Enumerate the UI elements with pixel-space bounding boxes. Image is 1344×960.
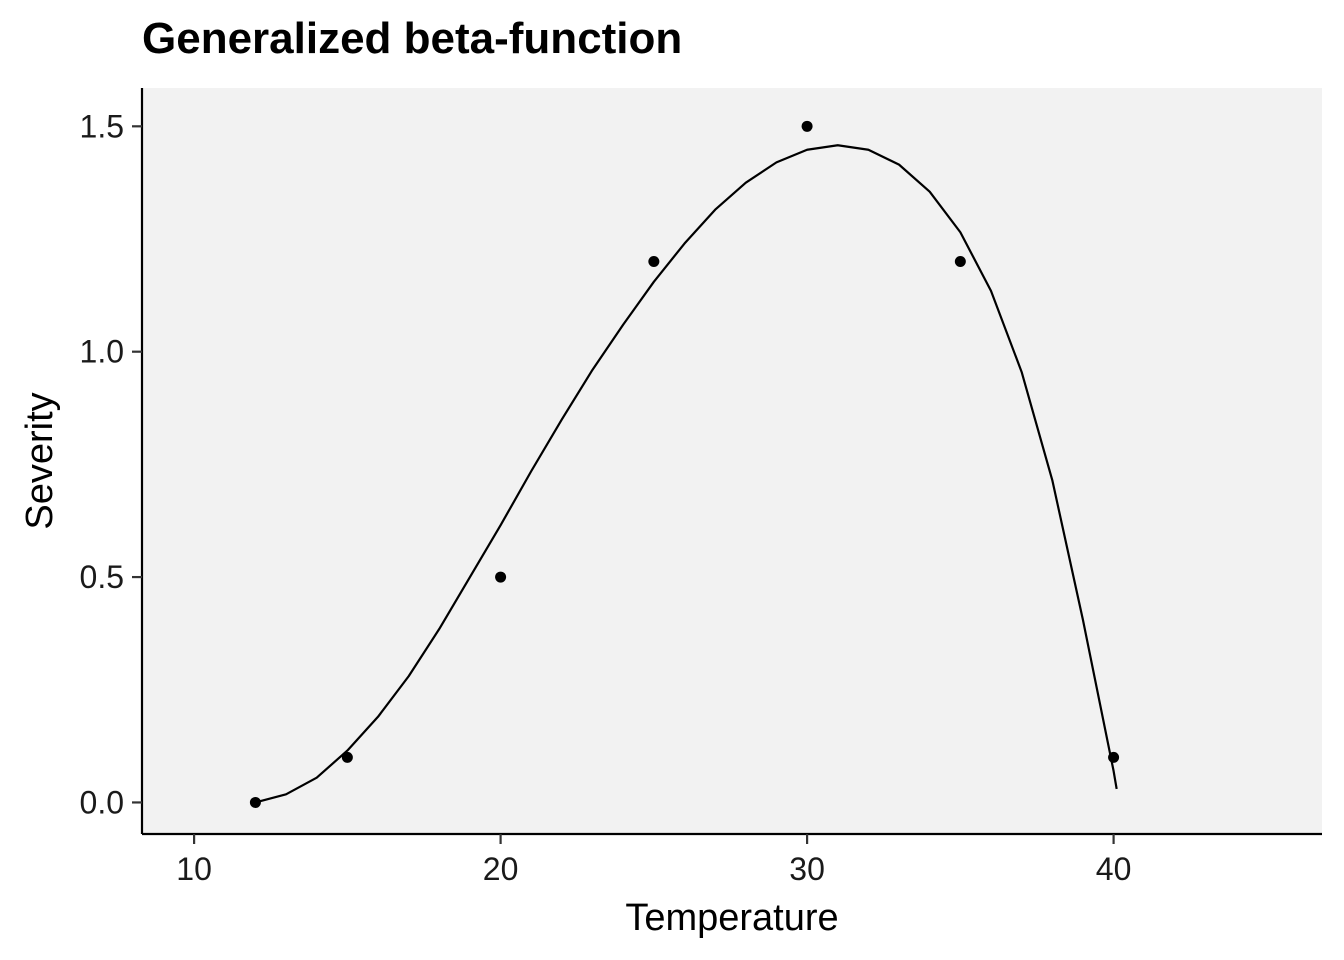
data-point-2 (495, 571, 507, 583)
data-point-6 (1108, 751, 1120, 763)
y-axis-title: Severity (19, 392, 61, 529)
x-tick-label: 40 (1096, 851, 1132, 887)
chart-title: Generalized beta-function (142, 14, 683, 63)
x-tick-label: 10 (176, 851, 212, 887)
points-layer (249, 120, 1120, 808)
y-tick-label: 1.5 (80, 108, 124, 144)
x-axis-title: Temperature (625, 897, 838, 939)
data-point-1 (341, 751, 353, 763)
y-tick-label: 1.0 (80, 334, 124, 370)
plot-panel (142, 88, 1322, 834)
x-axis-ticks: 10 20 30 40 (176, 834, 1131, 887)
fit-curve-layer (255, 144, 1118, 804)
data-point-3 (648, 256, 660, 268)
y-tick-label: 0.0 (80, 784, 124, 820)
x-tick-label: 30 (789, 851, 825, 887)
y-axis-ticks: 0.0 0.5 1.0 1.5 (80, 108, 142, 820)
x-tick-label: 20 (483, 851, 519, 887)
data-point-0 (249, 796, 261, 808)
data-point-4 (801, 120, 813, 132)
y-tick-label: 0.5 (80, 559, 124, 595)
data-point-5 (954, 256, 966, 268)
fit-curve (255, 144, 1118, 804)
